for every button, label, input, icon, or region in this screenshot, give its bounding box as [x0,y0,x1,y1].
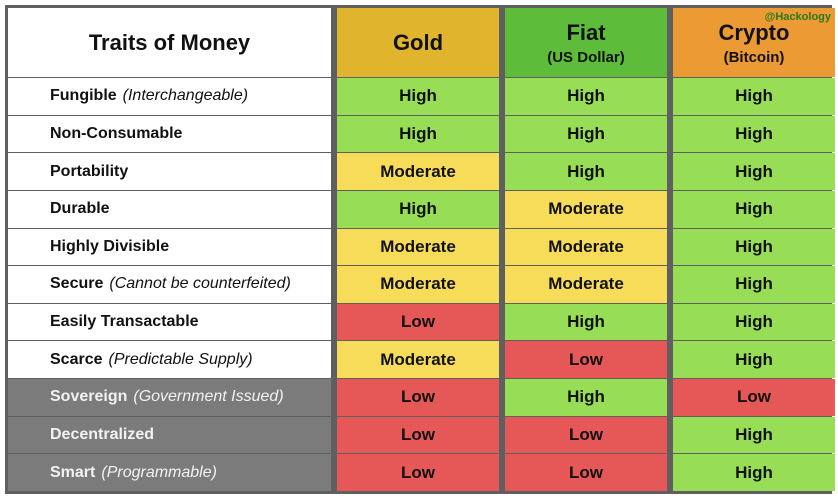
trait-label: Highly Divisible [8,228,331,266]
trait-name: Non-Consumable [50,124,183,142]
rating-cell: Low [505,416,667,454]
rating-cell: High [673,153,835,190]
trait-label: Secure (Cannot be counterfeited) [8,266,331,303]
rating-cell: Moderate [505,228,667,266]
trait-name: Highly Divisible [50,237,170,255]
rating-cell: High [673,115,835,153]
trait-description: (Programmable) [101,463,217,481]
rating-cell: Low [505,454,667,491]
trait-description: (Predictable Supply) [108,350,253,368]
rating-cell: Low [337,379,499,416]
watermark: @Hackology [764,11,831,23]
column-header-label: Fiat [566,19,606,45]
trait-label: Non-Consumable [8,115,331,153]
column-header-crypto: @Hackology Crypto (Bitcoin) [673,8,835,77]
rating-cell: Low [337,454,499,491]
rating-cell: Moderate [337,228,499,266]
trait-name: Smart [50,463,96,481]
trait-label: Smart (Programmable) [8,454,331,491]
rating-cell: Moderate [505,190,667,228]
rating-cell: Low [337,416,499,454]
rating-cell: High [673,341,835,379]
rating-cell: High [673,416,835,454]
rating-cell: High [505,153,667,190]
rating-cell: Low [505,341,667,379]
trait-label: Sovereign (Government Issued) [8,379,331,416]
rating-cell: High [673,303,835,341]
rating-cell: High [337,78,499,115]
table-title: Traits of Money [8,8,331,77]
trait-label: Fungible (Interchangeable) [8,78,331,115]
trait-label: Easily Transactable [8,303,331,341]
trait-label: Portability [8,153,331,190]
column-header-sublabel: (Bitcoin) [723,48,785,66]
trait-description: (Cannot be counterfeited) [109,275,291,293]
rating-cell: High [505,115,667,153]
rating-cell: High [673,228,835,266]
trait-name: Fungible [50,87,117,105]
rating-cell: High [505,303,667,341]
rating-cell: High [673,454,835,491]
rating-cell: Moderate [337,153,499,190]
traits-comparison-table: Traits of Money Gold Fiat (US Dollar) @H… [5,5,835,494]
column-header-label: Gold [392,29,444,55]
trait-name: Portability [50,162,129,180]
column-header-label: Crypto [718,19,790,45]
column-header-gold: Gold [337,8,499,77]
rating-cell: High [337,115,499,153]
column-header-fiat: Fiat (US Dollar) [505,8,667,77]
trait-description: (Interchangeable) [122,87,249,105]
rating-cell: High [505,379,667,416]
rating-cell: High [673,190,835,228]
trait-label: Durable [8,190,331,228]
trait-name: Scarce [50,350,103,368]
column-header-sublabel: (US Dollar) [547,48,625,66]
rating-cell: High [337,190,499,228]
rating-cell: High [673,266,835,303]
trait-name: Sovereign [50,388,128,406]
rating-cell: High [505,78,667,115]
rating-cell: High [673,78,835,115]
trait-description: (Government Issued) [133,388,284,406]
trait-name: Durable [50,200,110,218]
rating-cell: Moderate [337,341,499,379]
rating-cell: Low [673,379,835,416]
trait-name: Secure [50,275,104,293]
trait-name: Decentralized [50,426,155,444]
trait-label: Decentralized [8,416,331,454]
rating-cell: Low [337,303,499,341]
trait-label: Scarce (Predictable Supply) [8,341,331,379]
rating-cell: Moderate [337,266,499,303]
trait-name: Easily Transactable [50,313,199,331]
rating-cell: Moderate [505,266,667,303]
